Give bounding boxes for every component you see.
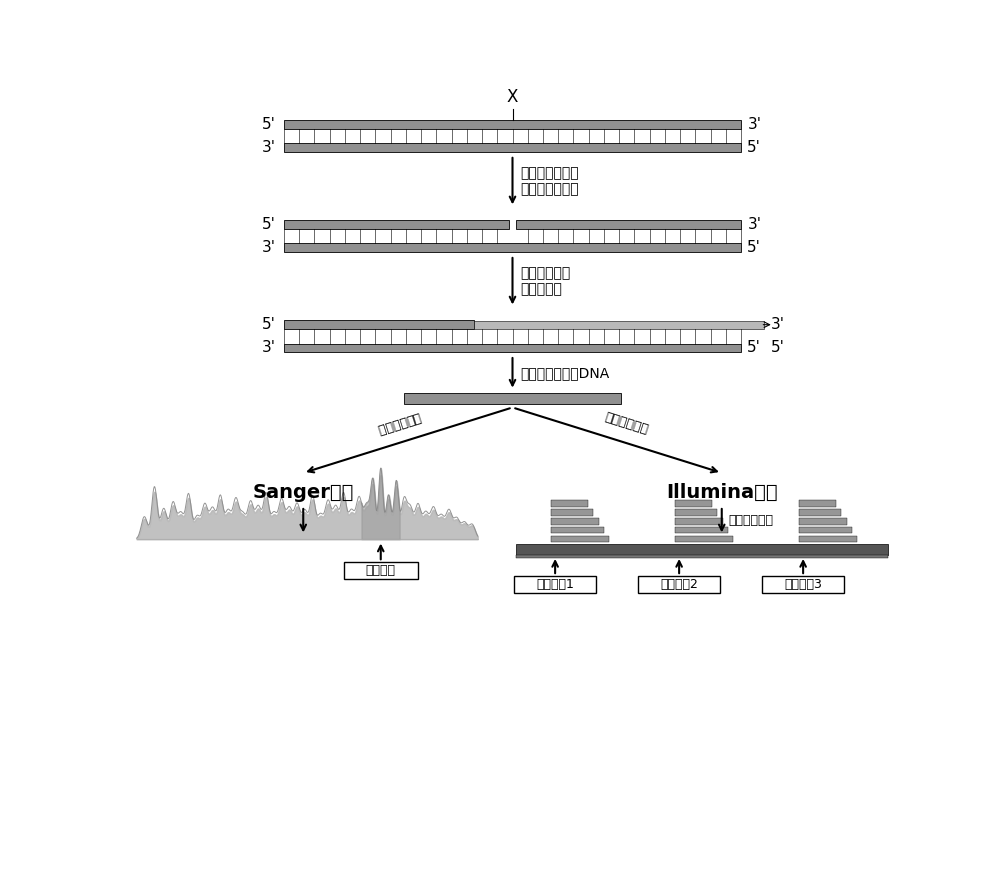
Text: 多个位点检测: 多个位点检测 [603,411,650,437]
Text: 3': 3' [771,317,785,332]
Bar [638,576,720,593]
Text: 3': 3' [262,340,276,355]
Bar [344,563,418,580]
Bar [799,518,847,524]
Bar [284,244,741,252]
Bar [284,221,509,229]
Text: 5': 5' [262,117,276,132]
Text: 断裂位点平移
并硫代标记: 断裂位点平移 并硫代标记 [520,266,570,296]
Bar [514,576,596,593]
Bar [551,500,588,507]
Text: Sanger测序: Sanger测序 [253,483,354,502]
Bar [675,527,728,533]
Bar [404,393,621,405]
Bar [675,536,733,542]
Text: 模版序列比对: 模版序列比对 [728,514,773,527]
Bar [675,518,723,524]
Text: 3': 3' [747,117,761,132]
Text: 5': 5' [747,240,761,255]
Bar [284,144,741,152]
Bar [551,509,593,515]
Bar [799,527,852,533]
Bar [516,544,888,555]
Bar [675,500,712,507]
Text: 损伤位点: 损伤位点 [366,564,396,577]
Bar [551,536,609,542]
Text: 5': 5' [747,140,761,155]
Bar [551,527,604,533]
Bar [799,536,857,542]
Bar [284,321,474,329]
Bar [516,555,888,557]
Text: 3': 3' [262,140,276,155]
Bar [516,221,741,229]
Bar [799,500,836,507]
Text: 3': 3' [747,217,761,232]
Text: 5': 5' [262,317,276,332]
Text: 损伤位点3: 损伤位点3 [784,578,822,591]
Text: 5': 5' [747,340,761,355]
Bar [551,518,599,524]
Text: 5': 5' [771,340,784,355]
Text: 损伤位点1: 损伤位点1 [536,578,574,591]
Text: X: X [507,88,518,106]
Text: 损伤或修饰位点
转化为断裂位点: 损伤或修饰位点 转化为断裂位点 [520,166,579,196]
Bar [474,321,764,329]
Bar [675,509,717,515]
Text: 损伤位点2: 损伤位点2 [660,578,698,591]
Bar [284,121,741,129]
Text: 3': 3' [262,240,276,255]
Bar [799,509,841,515]
Text: 5': 5' [262,217,276,232]
Bar [762,576,844,593]
Bar [284,344,741,352]
Text: 核酸酶消化模版DNA: 核酸酶消化模版DNA [520,366,610,380]
Text: Illumina测序: Illumina测序 [666,483,778,502]
Text: 单一位点检测: 单一位点检测 [375,411,422,437]
